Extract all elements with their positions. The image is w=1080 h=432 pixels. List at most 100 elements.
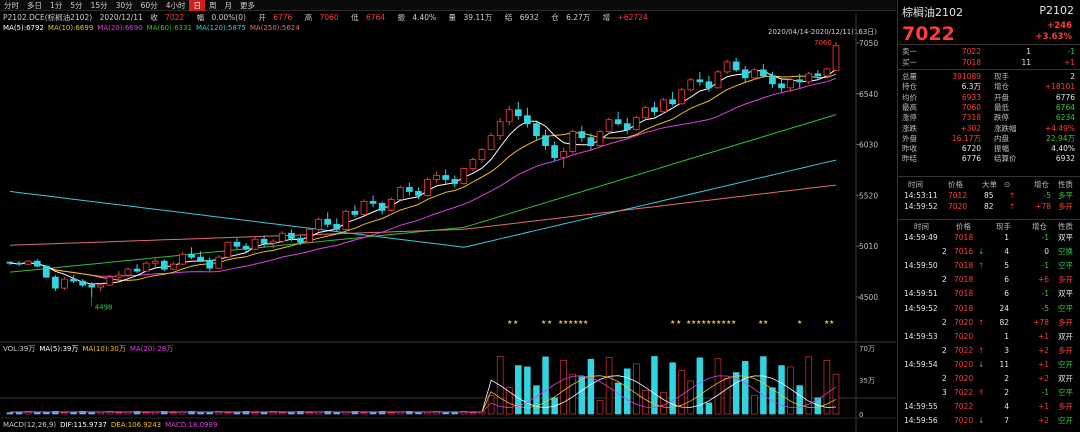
open-interest-value: 6.27万 [566, 13, 591, 22]
volume-bar [751, 395, 758, 415]
macd-label-0: MACD(12,26,9) [3, 421, 57, 429]
event-star: ★ [711, 319, 716, 326]
stat-value: 391089 [952, 72, 981, 81]
volume-bar [623, 368, 631, 415]
stat-value: 6234 [1055, 113, 1075, 123]
candle [33, 259, 41, 268]
book-change: +1 [1063, 58, 1075, 67]
y-tick-2: 6030 [859, 141, 878, 150]
volume-bar [633, 363, 640, 415]
macd-legend: MACD(12,26,9) DIF:115.9737 DEA:106.9243 MAC… [3, 421, 221, 429]
volume-bar [215, 411, 223, 415]
period-1分[interactable]: 1分 [50, 0, 63, 10]
period-日[interactable]: 日 [189, 0, 205, 11]
tick-qty: 4 [1004, 247, 1009, 257]
event-star: ★ [758, 319, 763, 326]
tick-row: 14:59:56 7020 ↓ 7 +2 空开 [898, 416, 1080, 426]
tick-row: 14:59:51 7018 6 -1 双平 [898, 289, 1080, 299]
period-分时[interactable]: 分时 [4, 0, 19, 10]
big-order-header: 时间 价格 大单 ⊙ 增仓 性质 [898, 180, 1080, 190]
y-tick-5: 4500 [859, 293, 878, 302]
vol-axis-0: 70万 [859, 345, 875, 353]
candle [814, 69, 822, 80]
event-star: ★ [670, 319, 675, 326]
volume-bar [787, 366, 794, 415]
tick-time: 2 [942, 317, 947, 327]
separator [898, 44, 1080, 45]
candle [723, 59, 731, 74]
tick-time: 14:59:55 [904, 402, 938, 412]
bo-time: 14:59:52 [904, 202, 938, 211]
panel-code: P2102 [1039, 4, 1074, 17]
period-更多[interactable]: 更多 [239, 0, 255, 10]
candle [551, 141, 558, 162]
stat-row: 持仓 6.3万 增仓 +18101 [898, 82, 1080, 92]
volume-bar [714, 358, 722, 415]
volume-bar [542, 356, 549, 415]
candle [315, 217, 322, 232]
candle [796, 73, 804, 88]
candle [469, 157, 477, 172]
event-star: ★ [568, 319, 573, 326]
high-value: 7060 [319, 13, 339, 22]
candle [242, 243, 250, 253]
event-star: ★ [824, 319, 829, 326]
tick-time: 2 [942, 247, 947, 257]
y-tick-4: 5010 [859, 242, 878, 251]
tick-qty: 24 [999, 303, 1009, 313]
stat-value: 16.17万 [952, 133, 981, 143]
separator [898, 219, 1080, 220]
last-price: 7022 [902, 23, 955, 45]
tick-nature: 多开 [1058, 402, 1073, 412]
ma-legend: MA(5):6792 MA(10):6699 MA(20):6690 MA(60):6… [0, 23, 304, 33]
event-star: ★ [558, 319, 563, 326]
period-30分[interactable]: 30分 [115, 0, 133, 10]
tick-row: 2 7018 6 +6 多开 [898, 275, 1080, 285]
tick-qty: 5 [1004, 261, 1009, 271]
candle [306, 227, 313, 244]
tick-time: 2 [942, 374, 947, 383]
volume-bar [515, 365, 522, 415]
candle [424, 177, 431, 197]
tick-row: 14:59:54 7020 ↓ 11 +1 空开 [898, 360, 1080, 370]
ma10-line [9, 73, 837, 281]
stat-value: 2 [1070, 72, 1075, 81]
volume-bar [796, 385, 803, 415]
period-周[interactable]: 周 [208, 0, 217, 10]
event-star: ★ [763, 319, 768, 326]
candle [823, 67, 831, 78]
period-4小时[interactable]: 4小时 [165, 0, 186, 10]
tick-row: 2 7022 ↑ 3 +2 多开 [898, 346, 1080, 356]
candle [151, 257, 159, 268]
candle [433, 171, 440, 184]
volume-bar [251, 412, 259, 415]
period-月[interactable]: 月 [224, 0, 232, 10]
candle [505, 105, 513, 126]
tick-nature: 空平 [1058, 261, 1073, 271]
tick-arrow: ↓ [978, 416, 985, 426]
period-60分[interactable]: 60分 [140, 0, 158, 10]
volume-bar [469, 412, 477, 415]
candle [651, 101, 658, 116]
bo-size: 82 [984, 202, 994, 211]
period-15分[interactable]: 15分 [90, 0, 108, 10]
tick-nature: 多开 [1058, 275, 1073, 285]
volume-bar [614, 382, 622, 415]
event-star: ★ [507, 319, 512, 326]
period-5分[interactable]: 5分 [70, 0, 83, 10]
tick-nature: 双平 [1058, 289, 1073, 299]
candle [233, 238, 241, 250]
candle [750, 67, 758, 80]
col-bigorder: 大单 [982, 180, 997, 189]
event-star: ★ [547, 319, 552, 326]
event-star: ★ [797, 319, 802, 326]
stat-label: 现手 [994, 72, 1009, 81]
big-order-row: 14:59:52 7020 82 ↑ +78 多开 [898, 202, 1080, 212]
candle [52, 275, 59, 292]
period-多日[interactable]: 多日 [27, 0, 42, 10]
vol-axis-2: 0 [859, 411, 863, 419]
amp-value: 0.00%(0) [211, 13, 246, 22]
event-star: ★ [726, 319, 731, 326]
y-tick-0: 7050 [859, 39, 878, 48]
